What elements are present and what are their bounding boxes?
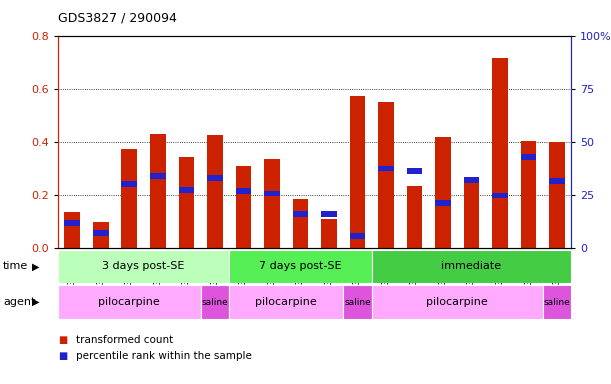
Bar [464, 177, 480, 183]
Bar [407, 187, 422, 248]
Text: ▶: ▶ [32, 262, 39, 271]
Bar [65, 212, 80, 248]
Bar [521, 154, 536, 159]
Text: ■: ■ [58, 351, 67, 361]
Bar [371, 250, 571, 283]
Bar [122, 149, 137, 248]
Bar [207, 175, 223, 180]
Text: 7 days post-SE: 7 days post-SE [259, 262, 342, 271]
Bar [407, 168, 422, 174]
Bar [229, 285, 343, 319]
Text: GDS3827 / 290094: GDS3827 / 290094 [58, 12, 177, 25]
Text: pilocarpine: pilocarpine [98, 297, 160, 307]
Text: 3 days post-SE: 3 days post-SE [103, 262, 185, 271]
Bar [236, 166, 251, 248]
Text: time: time [3, 262, 28, 271]
Bar [122, 181, 137, 187]
Bar [93, 222, 109, 248]
Text: ■: ■ [58, 335, 67, 345]
Bar [207, 136, 223, 248]
Bar [229, 250, 371, 283]
Bar [264, 159, 280, 248]
Bar [549, 142, 565, 248]
Bar [521, 141, 536, 248]
Bar [549, 178, 565, 184]
Text: agent: agent [3, 297, 35, 307]
Bar [492, 192, 508, 198]
Text: percentile rank within the sample: percentile rank within the sample [76, 351, 252, 361]
Text: ▶: ▶ [32, 297, 39, 307]
Bar [93, 230, 109, 236]
Bar [378, 103, 394, 248]
Bar [321, 211, 337, 217]
Text: saline: saline [544, 298, 571, 307]
Bar [349, 96, 365, 248]
Text: pilocarpine: pilocarpine [255, 297, 317, 307]
Bar [378, 166, 394, 171]
Bar [65, 220, 80, 225]
Bar [178, 157, 194, 248]
Bar [293, 199, 309, 248]
Bar [435, 200, 451, 206]
Bar [464, 182, 480, 248]
Bar [264, 191, 280, 197]
Bar [321, 219, 337, 248]
Bar [543, 285, 571, 319]
Bar [150, 134, 166, 248]
Bar [178, 187, 194, 192]
Bar [58, 285, 200, 319]
Bar [371, 285, 543, 319]
Text: saline: saline [202, 298, 229, 307]
Bar [435, 137, 451, 248]
Bar [58, 250, 229, 283]
Bar [492, 58, 508, 248]
Bar [200, 285, 229, 319]
Bar [150, 174, 166, 179]
Text: immediate: immediate [441, 262, 502, 271]
Text: transformed count: transformed count [76, 335, 174, 345]
Text: pilocarpine: pilocarpine [426, 297, 488, 307]
Bar [343, 285, 371, 319]
Bar [349, 233, 365, 239]
Bar [236, 188, 251, 194]
Bar [293, 211, 309, 217]
Text: saline: saline [344, 298, 371, 307]
